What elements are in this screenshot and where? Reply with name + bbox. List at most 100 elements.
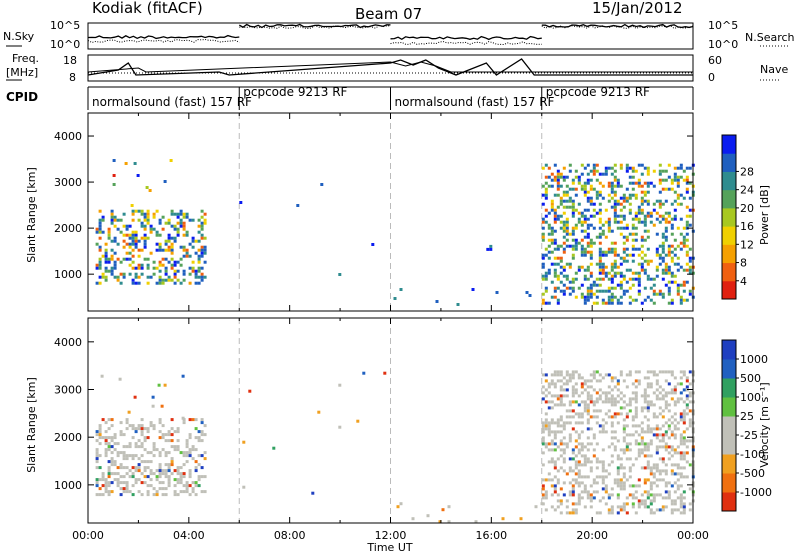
beam-title: Beam 07 — [355, 5, 422, 23]
echo-cell — [610, 250, 614, 254]
echo-cell — [616, 394, 620, 398]
echo-cell — [577, 436, 581, 440]
echo-cell — [191, 481, 195, 485]
echo-cell — [547, 223, 551, 227]
echo-cell — [104, 484, 108, 488]
echo-cell — [613, 295, 617, 299]
echo-cell — [541, 265, 545, 269]
echo-cell — [110, 481, 114, 485]
echo-cell — [640, 430, 644, 434]
echo-cell — [634, 496, 638, 500]
echo-cell — [110, 212, 114, 216]
echo-cell — [122, 275, 126, 279]
echo-cell — [688, 271, 692, 275]
echo-cell — [607, 301, 611, 305]
echo-cell — [113, 215, 117, 219]
echo-cell — [559, 199, 563, 203]
echo-cell — [544, 175, 548, 179]
echo-cell — [550, 478, 554, 482]
colorbar-tick-label: 12 — [740, 238, 754, 251]
echo-cell — [146, 490, 150, 494]
echo-cell — [679, 451, 683, 455]
echo-cell — [685, 262, 689, 266]
echo-cell — [670, 502, 674, 506]
cpid-segment-label: normalsound (fast) 157 RF — [92, 95, 252, 109]
echo-cell — [640, 208, 644, 212]
echo-cell — [565, 472, 569, 476]
echo-cell — [649, 472, 653, 476]
echo-cell — [658, 391, 662, 395]
echo-cell — [146, 221, 150, 225]
echo-cell — [616, 226, 620, 230]
echo-cell — [634, 247, 638, 251]
echo-cell — [131, 457, 135, 461]
echo-cell — [607, 271, 611, 275]
nave-label: Nave — [760, 63, 788, 76]
echo-cell — [203, 251, 207, 255]
echo-cell — [158, 245, 162, 249]
echo-cell — [163, 383, 167, 387]
echo-cell — [685, 253, 689, 257]
echo-cell — [152, 448, 156, 452]
echo-cell — [637, 253, 641, 257]
echo-cell — [155, 475, 159, 479]
echo-cell — [544, 274, 548, 278]
colorbar-tick-label: 16 — [740, 220, 754, 233]
echo-cell — [619, 505, 623, 509]
echo-cell — [571, 178, 575, 182]
echo-cell — [649, 214, 653, 218]
colorbar-swatch — [722, 435, 736, 455]
echo-cell — [140, 493, 144, 497]
echo-cell — [547, 433, 551, 437]
echo-cell — [550, 484, 554, 488]
echo-cell — [631, 463, 635, 467]
echo-cell — [577, 469, 581, 473]
echo-cell — [613, 241, 617, 245]
echo-cell — [438, 520, 442, 524]
colorbar-swatch — [722, 416, 736, 436]
echo-cell — [619, 271, 623, 275]
echo-cell — [619, 166, 623, 170]
echo-cell — [673, 199, 677, 203]
colorbar-swatch — [722, 189, 736, 209]
nsky-series — [87, 23, 694, 46]
echo-cell — [592, 400, 596, 404]
echo-cell — [167, 484, 171, 488]
echo-cell — [116, 472, 120, 476]
echo-cell — [167, 463, 171, 467]
echo-cell — [176, 448, 180, 452]
echo-cell — [583, 490, 587, 494]
echo-cell — [589, 262, 593, 266]
echo-cell — [595, 163, 599, 167]
echo-cell — [664, 445, 668, 449]
echo-cell — [134, 430, 138, 434]
echo-cell — [646, 418, 650, 422]
echo-cell — [592, 172, 596, 176]
echo-cell — [613, 259, 617, 263]
echo-cell — [634, 457, 638, 461]
echo-cell — [577, 265, 581, 269]
echo-cell — [670, 271, 674, 275]
echo-cell — [652, 283, 656, 287]
echo-cell — [550, 382, 554, 386]
echo-cell — [140, 445, 144, 449]
echo-cell — [583, 181, 587, 185]
echo-cell — [562, 166, 566, 170]
echo-cell — [676, 283, 680, 287]
echo-cell — [670, 472, 674, 476]
echo-cell — [119, 493, 123, 497]
echo-cell — [610, 379, 614, 383]
echo-cell — [613, 262, 617, 266]
echo-cell — [568, 433, 572, 437]
echo-cell — [682, 289, 686, 293]
echo-cell — [634, 400, 638, 404]
echo-cell — [170, 445, 174, 449]
echo-cell — [586, 436, 590, 440]
echo-cell — [607, 508, 611, 512]
echo-cell — [589, 379, 593, 383]
echo-cell — [673, 238, 677, 242]
echo-cell — [667, 427, 671, 431]
echo-cell — [679, 202, 683, 206]
echo-cell — [604, 487, 608, 491]
echo-cell — [628, 370, 632, 374]
